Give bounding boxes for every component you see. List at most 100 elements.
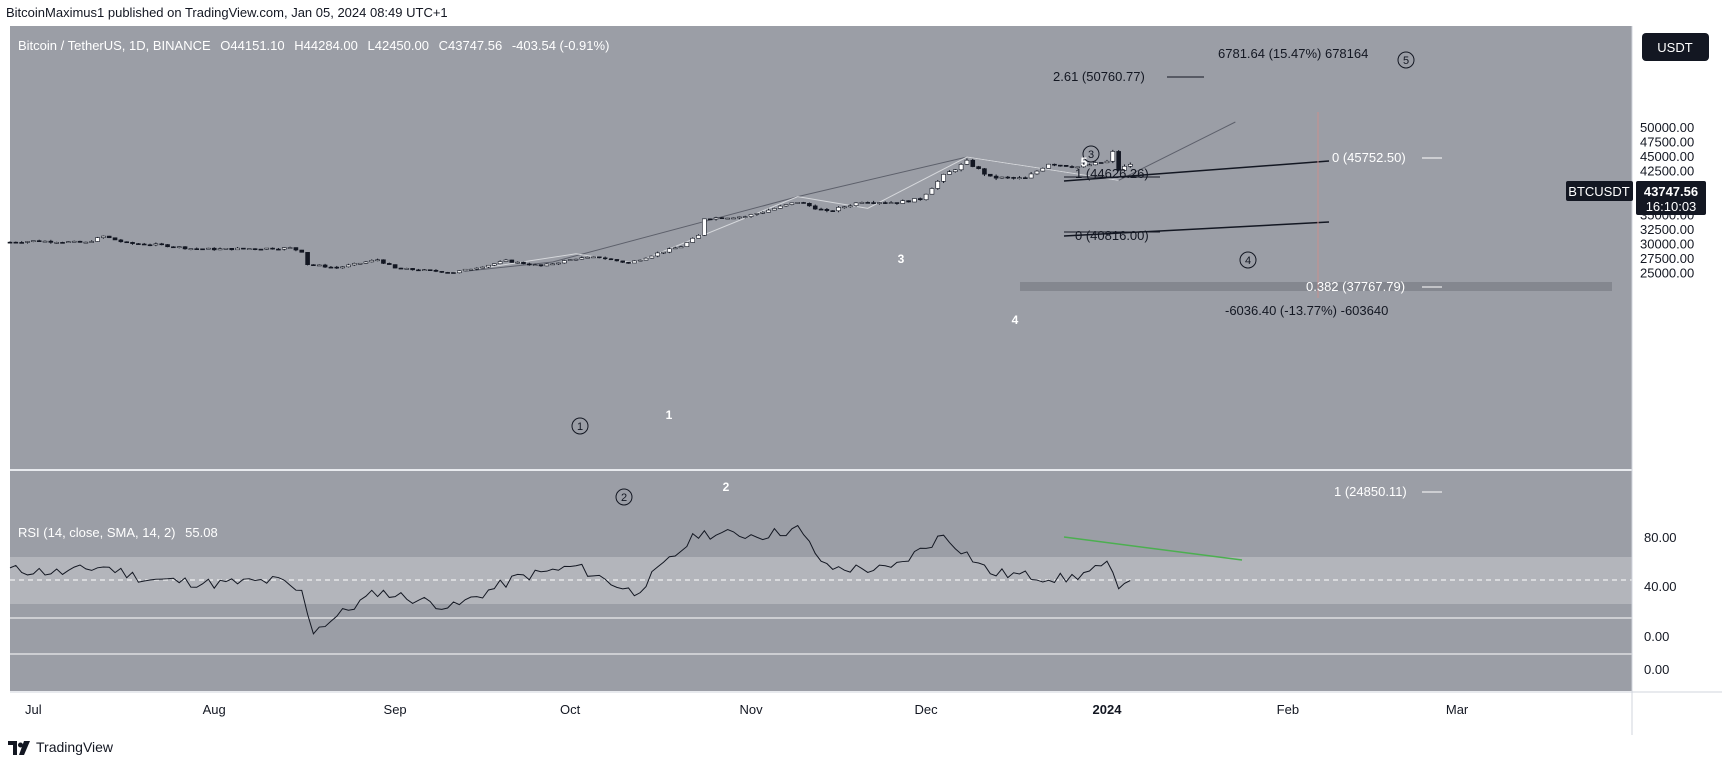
candle bbox=[812, 205, 818, 210]
wave-minor-4: 4 bbox=[1012, 313, 1019, 327]
candle bbox=[935, 181, 941, 189]
candle bbox=[13, 241, 19, 244]
header-bar: BitcoinMaximus1 published on TradingView… bbox=[0, 0, 1722, 26]
candle bbox=[118, 239, 124, 243]
candle bbox=[941, 174, 946, 182]
candle bbox=[509, 259, 515, 263]
candle bbox=[597, 256, 602, 259]
candle bbox=[836, 206, 841, 212]
candle bbox=[136, 243, 141, 245]
candle bbox=[287, 247, 293, 249]
candle bbox=[789, 202, 795, 205]
price-pane[interactable] bbox=[10, 26, 1632, 469]
candle bbox=[421, 269, 427, 272]
fib-0-top-label: 0 (45752.50) bbox=[1332, 150, 1406, 165]
candle bbox=[818, 208, 824, 211]
candle bbox=[923, 193, 929, 201]
time-label: Aug bbox=[203, 702, 226, 717]
candles bbox=[7, 149, 1133, 274]
candle bbox=[859, 202, 865, 204]
candle bbox=[970, 159, 976, 167]
candle bbox=[725, 217, 731, 220]
rsi-tick: 40.00 bbox=[1644, 579, 1677, 594]
candle bbox=[1081, 164, 1086, 168]
candle bbox=[235, 247, 240, 251]
candle bbox=[871, 202, 876, 204]
wave-minor-2: 2 bbox=[723, 480, 730, 494]
candle bbox=[316, 264, 322, 267]
legend-open: O44151.10 bbox=[220, 38, 284, 53]
candle bbox=[276, 248, 281, 251]
time-label: 2024 bbox=[1093, 702, 1123, 717]
wave-major-2: 2 bbox=[615, 488, 633, 506]
candle bbox=[252, 248, 258, 250]
svg-text:4: 4 bbox=[1245, 255, 1251, 267]
candle bbox=[947, 171, 952, 175]
candle bbox=[906, 200, 911, 203]
rsi-tick: 0.00 bbox=[1644, 629, 1669, 644]
time-label: Dec bbox=[915, 702, 939, 717]
candle bbox=[241, 247, 246, 250]
candle bbox=[917, 198, 923, 201]
candle bbox=[410, 268, 415, 271]
fib-1-mid-label: 1 (44626.26) bbox=[1075, 166, 1149, 181]
legend-symbol: Bitcoin / TetherUS, 1D, BINANCE bbox=[18, 38, 211, 53]
time-label: Jul bbox=[25, 702, 42, 717]
candle bbox=[60, 242, 65, 244]
candle bbox=[655, 252, 660, 257]
wave-major-5: 5 bbox=[1397, 51, 1415, 69]
candle bbox=[42, 240, 48, 243]
candle bbox=[830, 210, 836, 212]
candle bbox=[1093, 162, 1098, 166]
time-label: Sep bbox=[384, 702, 407, 717]
candle bbox=[31, 240, 36, 242]
candle bbox=[783, 204, 789, 207]
candle bbox=[602, 257, 608, 260]
candle bbox=[678, 246, 684, 249]
candle bbox=[626, 262, 631, 264]
candle bbox=[865, 202, 871, 204]
candle bbox=[661, 251, 666, 254]
candle bbox=[445, 272, 450, 274]
candle bbox=[299, 249, 305, 253]
candle bbox=[36, 240, 42, 242]
candle bbox=[696, 235, 701, 239]
legend-high: H44284.00 bbox=[294, 38, 358, 53]
rsi-legend-value: 55.08 bbox=[185, 525, 218, 540]
currency-button[interactable] bbox=[1642, 33, 1709, 61]
price-tick: 25000.00 bbox=[1640, 266, 1694, 281]
candle bbox=[1075, 166, 1081, 169]
candle bbox=[357, 262, 363, 265]
legend-change: -403.54 (-0.91%) bbox=[512, 38, 610, 53]
candle bbox=[521, 261, 526, 265]
candle bbox=[847, 205, 853, 208]
candle bbox=[71, 240, 77, 243]
candle bbox=[1069, 166, 1075, 168]
candle bbox=[1122, 166, 1127, 171]
candle bbox=[842, 206, 847, 209]
candle bbox=[25, 241, 30, 243]
candle bbox=[585, 256, 590, 259]
candle bbox=[95, 237, 100, 242]
candle bbox=[386, 263, 392, 265]
candle bbox=[340, 266, 345, 269]
candle bbox=[1128, 164, 1133, 167]
candle bbox=[153, 243, 159, 246]
price-chart[interactable]: Bitcoin / TetherUS, 1D, BINANCE O44151.1… bbox=[0, 0, 1722, 735]
candle bbox=[527, 263, 532, 266]
candle bbox=[999, 176, 1005, 179]
candle bbox=[229, 248, 235, 251]
candle bbox=[328, 266, 334, 269]
svg-text:5: 5 bbox=[1403, 55, 1409, 67]
candle bbox=[474, 267, 480, 270]
candle bbox=[392, 264, 398, 269]
candle bbox=[1063, 165, 1069, 167]
candle bbox=[1058, 164, 1063, 167]
candle bbox=[550, 263, 555, 266]
candle bbox=[188, 248, 194, 250]
candle bbox=[66, 241, 71, 243]
published-caption: BitcoinMaximus1 published on TradingView… bbox=[6, 5, 448, 20]
rsi-series bbox=[9, 524, 1131, 635]
candle bbox=[731, 217, 736, 220]
candle bbox=[165, 244, 170, 248]
